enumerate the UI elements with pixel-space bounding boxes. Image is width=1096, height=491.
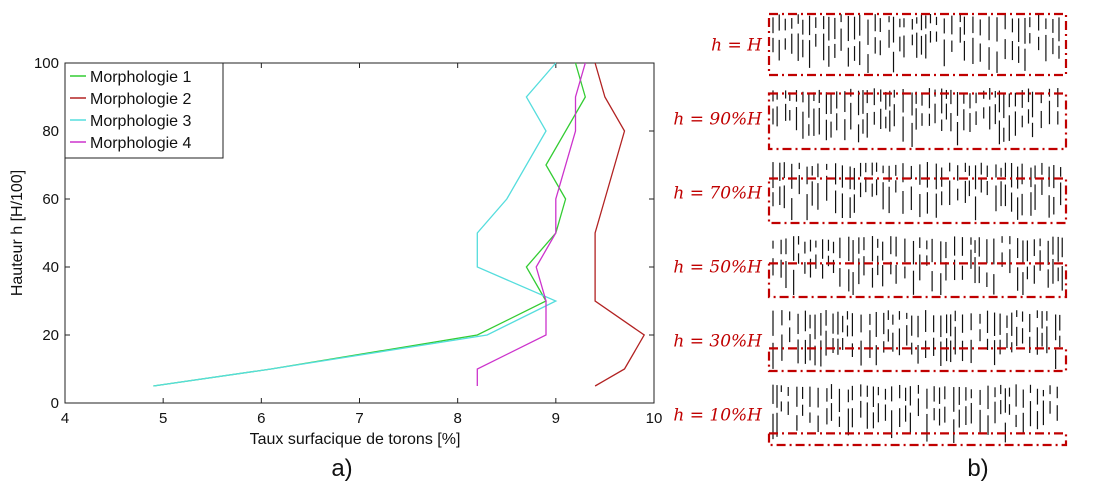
legend: Morphologie 1 Morphologie 2 Morphologie 3 M… (64, 62, 224, 159)
series-lines (153, 62, 646, 387)
morphology-strip: h = H (711, 12, 1068, 77)
cut-height-box (767, 432, 1068, 447)
x-tick-label: 5 (159, 410, 167, 427)
cut-height-label: h = 30%H (673, 332, 763, 352)
morphology-strip: h = 90%H (673, 88, 1068, 151)
cut-height-label: h = 70%H (673, 184, 763, 204)
line-chart-panel: 4 5 6 7 8 9 10 0 20 40 60 80 100 Taux surfacique de… (9, 55, 662, 482)
y-tick-label: 40 (42, 259, 59, 276)
x-axis-label: Taux surfacique de torons [%] (250, 431, 461, 448)
morphology-cut-panel: h = H h = 90%H h = 70%H h = 50%H h = 30%H h =… (673, 12, 1068, 447)
cut-height-box (767, 12, 1068, 77)
cut-height-label: h = 90%H (673, 110, 763, 130)
legend-label: Morphologie 1 (90, 69, 192, 86)
legend-label: Morphologie 3 (90, 113, 192, 130)
cut-height-box (767, 262, 1068, 299)
panel-label-a: a) (331, 455, 352, 482)
cut-height-box (767, 177, 1068, 225)
morphology-strip: h = 70%H (673, 162, 1068, 225)
legend-label: Morphologie 4 (90, 135, 192, 152)
x-tick-label: 7 (355, 410, 363, 427)
x-tick-label: 10 (646, 410, 663, 427)
series-line-3 (153, 62, 558, 387)
y-tick-label: 100 (34, 55, 59, 72)
cut-height-label: h = 50%H (673, 258, 763, 278)
y-tick-label: 80 (42, 123, 59, 140)
legend-box (64, 62, 224, 159)
cut-height-box (767, 347, 1068, 373)
x-tick-label: 8 (453, 410, 461, 427)
x-tick-label: 4 (61, 410, 69, 427)
y-axis-label: Hauteur h [H/100] (9, 170, 26, 296)
series-line-2 (594, 62, 646, 387)
cut-height-box (767, 92, 1068, 151)
morphology-strip: h = 10%H (673, 384, 1068, 447)
x-tick-label: 6 (257, 410, 265, 427)
cut-height-label: h = 10%H (673, 406, 763, 426)
y-tick-label: 20 (42, 327, 59, 344)
morphology-strip: h = 50%H (673, 236, 1068, 299)
cut-height-label: h = H (711, 36, 763, 56)
y-tick-label: 0 (51, 395, 59, 412)
morphology-strip: h = 30%H (673, 310, 1068, 373)
x-tick-label: 9 (552, 410, 560, 427)
series-line-4 (476, 62, 586, 386)
legend-label: Morphologie 2 (90, 91, 192, 108)
panel-label-b: b) (967, 455, 988, 482)
y-axis-ticks: 0 20 40 60 80 100 (34, 55, 654, 412)
series-line-1 (153, 62, 587, 387)
y-tick-label: 60 (42, 191, 59, 208)
